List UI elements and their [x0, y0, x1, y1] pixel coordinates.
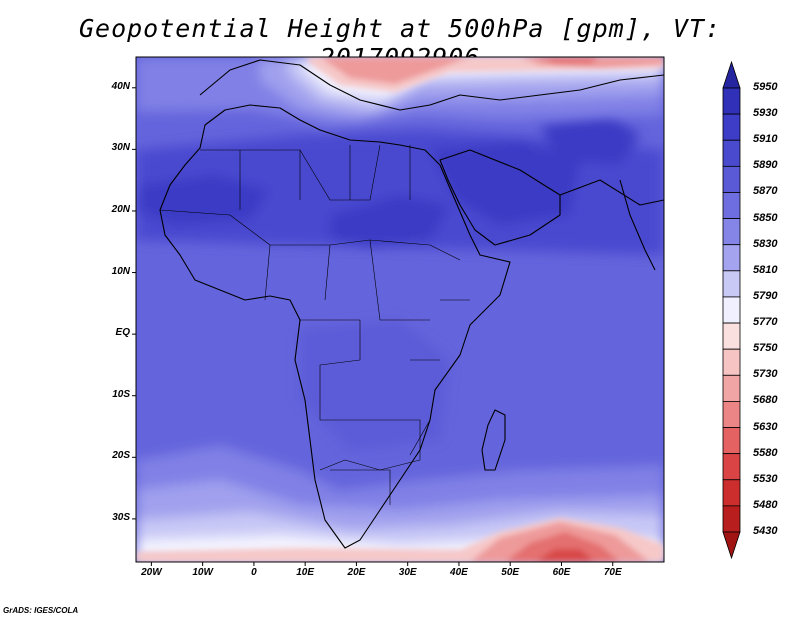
- lon-label: 20E: [347, 567, 366, 578]
- lon-label: 0: [251, 567, 257, 578]
- colorbar-box: [722, 322, 741, 350]
- colorbar-box: [722, 427, 741, 455]
- colorbar-box: [722, 139, 741, 167]
- colorbar-arrow-bottom: [722, 531, 741, 560]
- europe-coast: [199, 59, 664, 111]
- lon-label: 70E: [603, 567, 622, 578]
- lat-label: 30S: [112, 511, 130, 523]
- colorbar-label: 5870: [753, 185, 778, 198]
- lon-label: 60E: [552, 567, 571, 578]
- colorbar-arrow-top: [722, 60, 741, 89]
- arabian-peninsula: [439, 149, 561, 246]
- field-red-north: [320, 57, 470, 84]
- colorbar-box: [722, 401, 741, 428]
- colorbar-label: 5950: [753, 81, 778, 93]
- lat-label: 10S: [112, 388, 130, 400]
- colorbar-box: [722, 244, 741, 272]
- colorbar-box: [722, 453, 741, 481]
- lat-label: 40N: [111, 80, 130, 92]
- field-core-sudan: [330, 195, 450, 248]
- africa-coastline: [159, 104, 511, 549]
- colorbar-box: [722, 374, 741, 402]
- field-core-iran: [540, 115, 640, 165]
- colorbar-label: 5680: [753, 394, 778, 407]
- colorbar-label: 5750: [753, 342, 778, 355]
- colorbar-label: 5850: [753, 211, 778, 224]
- lat-label: 20N: [111, 203, 130, 215]
- plot-frame: [135, 56, 665, 563]
- colorbar-box: [722, 270, 741, 298]
- credit-text: GrADS: IGES/COLA: [3, 606, 79, 615]
- lon-label: 10W: [192, 567, 213, 578]
- lat-ticks: [132, 87, 136, 520]
- colorbar-box: [722, 165, 741, 193]
- colorbar-box: [722, 192, 741, 219]
- field-red-core-south: [505, 532, 620, 562]
- colorbar-box: [722, 505, 741, 533]
- colorbar-label: 5730: [753, 368, 778, 381]
- colorbar-label: 5580: [753, 446, 778, 459]
- colorbar-box: [722, 218, 741, 246]
- colorbar-label: 5930: [753, 107, 778, 120]
- madagascar: [481, 409, 506, 471]
- colorbar: [722, 60, 741, 560]
- lon-label: 20W: [141, 567, 162, 578]
- colorbar-box: [722, 113, 741, 141]
- lon-ticks: [150, 562, 614, 566]
- field-red-core-northeast: [535, 57, 600, 64]
- country-borders: [159, 144, 470, 505]
- colorbar-box: [722, 296, 741, 324]
- lon-label: 50E: [501, 567, 520, 578]
- field-central: [300, 320, 450, 450]
- lat-label: 20S: [112, 450, 130, 462]
- colorbar-label: 5430: [753, 525, 778, 537]
- asia-coast: [559, 179, 664, 206]
- field-core-arabia: [430, 140, 580, 225]
- colorbar-label: 5630: [753, 420, 778, 433]
- land-outline: [159, 59, 664, 549]
- colorbar-box: [722, 87, 741, 115]
- colorbar-label: 5830: [753, 237, 778, 250]
- colorbar-label: 5810: [753, 263, 778, 276]
- lat-label: 10N: [111, 265, 130, 277]
- colorbar-label: 5790: [753, 289, 778, 302]
- lon-label: 10E: [296, 567, 315, 578]
- lat-label: 30N: [111, 142, 130, 154]
- colorbar-label: 5770: [753, 316, 778, 329]
- colorbar-label: 5530: [753, 472, 778, 485]
- lat-label: EQ: [115, 327, 130, 339]
- colorbar-box: [722, 348, 741, 376]
- india-coast: [619, 179, 656, 271]
- lon-label: 40E: [450, 567, 468, 578]
- lon-label: 30E: [398, 567, 417, 578]
- colorbar-box: [722, 479, 741, 507]
- colorbar-label: 5890: [753, 159, 778, 172]
- colorbar-label: 5910: [753, 133, 778, 146]
- field-red-center-south: [535, 549, 595, 562]
- field-layer: [136, 57, 664, 562]
- colorbar-label: 5480: [753, 498, 778, 511]
